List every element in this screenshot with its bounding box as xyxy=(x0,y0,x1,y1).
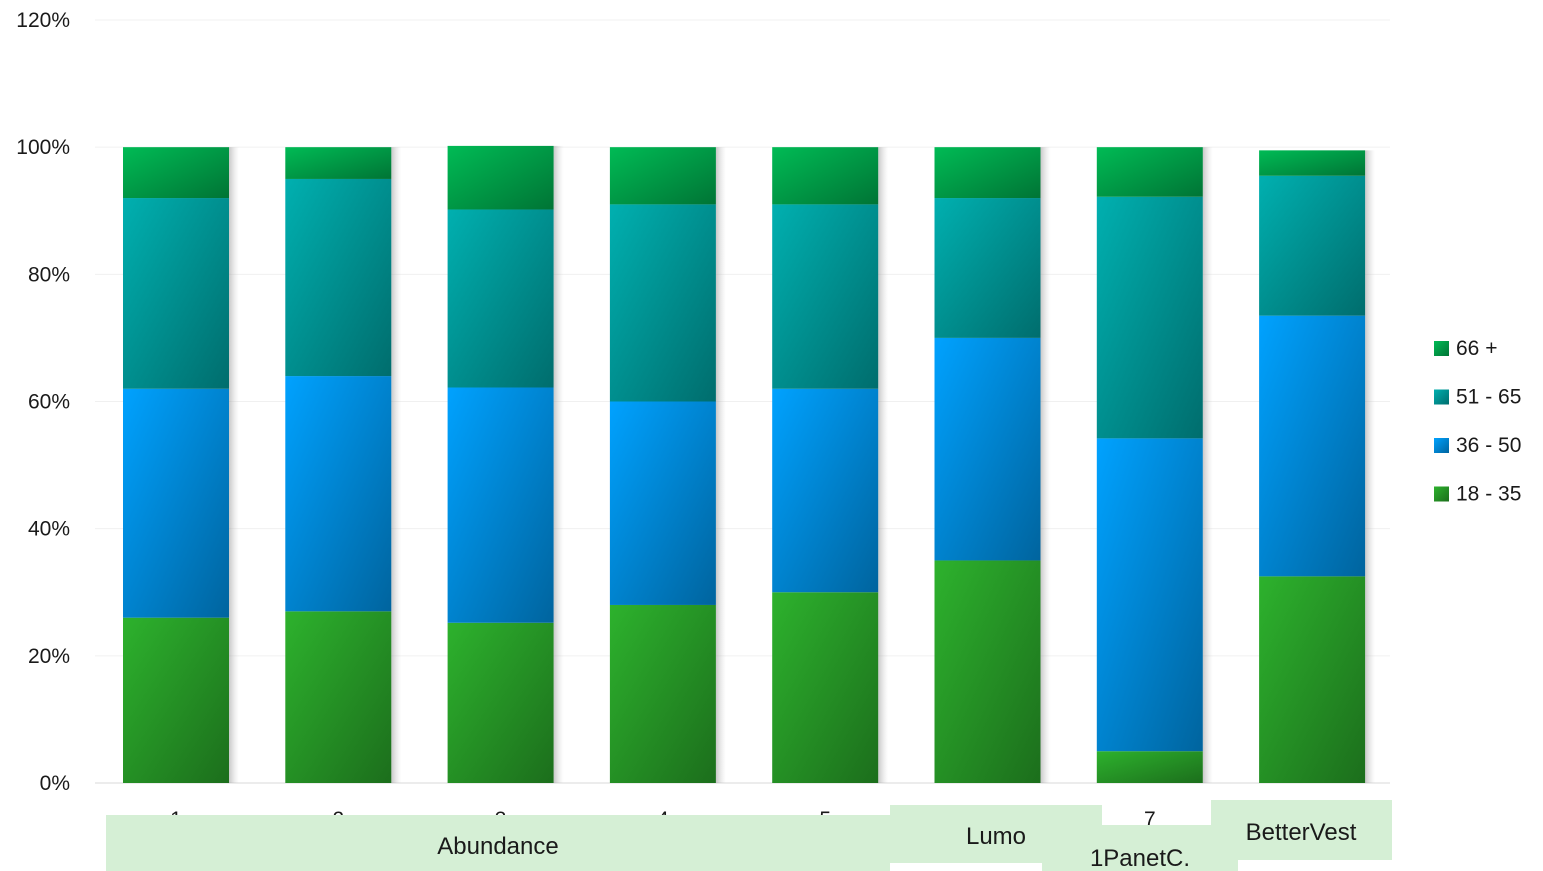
overlay-box xyxy=(1211,800,1392,860)
overlay-box xyxy=(1042,825,1238,871)
legend-item: 18 - 35 xyxy=(1434,483,1521,506)
bar-segment-18-35-cat-7 xyxy=(1096,751,1203,783)
overlay-label-abundance: Abundance xyxy=(106,815,890,871)
bar-segment-18-35-cat-6 xyxy=(934,560,1041,783)
y-tick-label: 40% xyxy=(28,518,70,541)
bar-segment-36-50-cat-4 xyxy=(609,401,716,605)
y-tick-label: 0% xyxy=(40,772,70,795)
bar-segment-36-50-cat-6 xyxy=(934,337,1041,561)
bar-shadow xyxy=(229,147,239,783)
legend-swatch xyxy=(1434,389,1449,405)
overlay-label-1panetc: 1PanetC. xyxy=(1042,825,1238,871)
overlay-text: 1PanetC. xyxy=(1090,845,1190,871)
legend-swatch xyxy=(1434,486,1449,502)
bar-segment-66-cat-8 xyxy=(1259,150,1366,176)
x-tick-label: 7 xyxy=(1144,808,1156,831)
bar-shadow xyxy=(878,147,889,783)
bar-segment-66-cat-7 xyxy=(1096,147,1203,197)
bar-shadow xyxy=(1202,147,1213,783)
bar-segment-18-35-cat-1 xyxy=(123,617,229,783)
overlay-text: Lumo xyxy=(966,823,1026,850)
bar-shadow xyxy=(1365,150,1376,784)
y-tick-label: 100% xyxy=(16,136,70,159)
legend-label: 51 - 65 xyxy=(1456,386,1521,409)
bar-segment-66-cat-5 xyxy=(772,147,879,205)
bar-segment-66-cat-3 xyxy=(447,145,554,210)
legend-label: 66 + xyxy=(1456,337,1497,360)
bar-segment-18-35-cat-3 xyxy=(447,622,554,783)
bar-segment-51-65-cat-5 xyxy=(772,204,879,389)
y-tick-label: 120% xyxy=(16,9,70,32)
legend-swatch xyxy=(1434,341,1449,356)
bar-shadow xyxy=(553,145,564,783)
legend-label: 36 - 50 xyxy=(1456,434,1521,457)
bar-segment-51-65-cat-2 xyxy=(285,178,392,377)
overlay-label-bettervest: BetterVest xyxy=(1211,800,1392,860)
bar-segment-36-50-cat-2 xyxy=(285,376,392,612)
bar-segment-36-50-cat-3 xyxy=(447,387,554,623)
legend-item: 66 + xyxy=(1434,337,1497,360)
bar-segment-51-65-cat-8 xyxy=(1259,175,1366,316)
bar-segment-51-65-cat-4 xyxy=(609,204,716,402)
bar-segment-51-65-cat-6 xyxy=(934,198,1041,338)
bar-segment-36-50-cat-8 xyxy=(1259,315,1366,577)
bar-shadow xyxy=(715,147,726,783)
bar-segment-51-65-cat-1 xyxy=(123,198,229,389)
overlay-text: BetterVest xyxy=(1246,819,1357,846)
bars xyxy=(123,145,1376,784)
overlay-box xyxy=(106,815,890,871)
bar-segment-18-35-cat-2 xyxy=(285,611,392,783)
y-tick-label: 80% xyxy=(28,263,70,286)
bar-shadow xyxy=(1040,147,1051,783)
label-overlays: Abundance Lumo 1PanetC. BetterVest xyxy=(106,800,1392,871)
bar-segment-66-cat-6 xyxy=(934,147,1041,199)
y-tick-label: 20% xyxy=(28,645,70,668)
bar-segment-18-35-cat-5 xyxy=(772,592,879,783)
legend-item: 36 - 50 xyxy=(1434,434,1521,457)
bar-segment-36-50-cat-7 xyxy=(1096,438,1203,752)
bar-segment-66-cat-2 xyxy=(285,147,392,179)
legend-label: 18 - 35 xyxy=(1456,483,1521,506)
y-tick-label: 60% xyxy=(28,391,70,414)
bar-segment-51-65-cat-7 xyxy=(1096,196,1203,439)
legend-item: 51 - 65 xyxy=(1434,386,1521,409)
bar-segment-51-65-cat-3 xyxy=(447,209,554,388)
bar-segment-36-50-cat-5 xyxy=(772,388,879,593)
bar-segment-66-cat-4 xyxy=(609,147,716,205)
bar-shadow xyxy=(391,147,402,783)
bar-segment-18-35-cat-8 xyxy=(1259,576,1366,783)
bar-segment-18-35-cat-4 xyxy=(609,604,716,783)
overlay-text: Abundance xyxy=(437,833,558,860)
legend: 66 + 51 - 65 36 - 50 18 - 35 xyxy=(1434,337,1521,506)
bar-segment-66-cat-1 xyxy=(123,147,229,199)
y-axis: 0% 20% 40% 60% 80% 100% 120% xyxy=(16,9,70,795)
bar-segment-36-50-cat-1 xyxy=(123,388,229,618)
legend-swatch xyxy=(1434,438,1449,453)
